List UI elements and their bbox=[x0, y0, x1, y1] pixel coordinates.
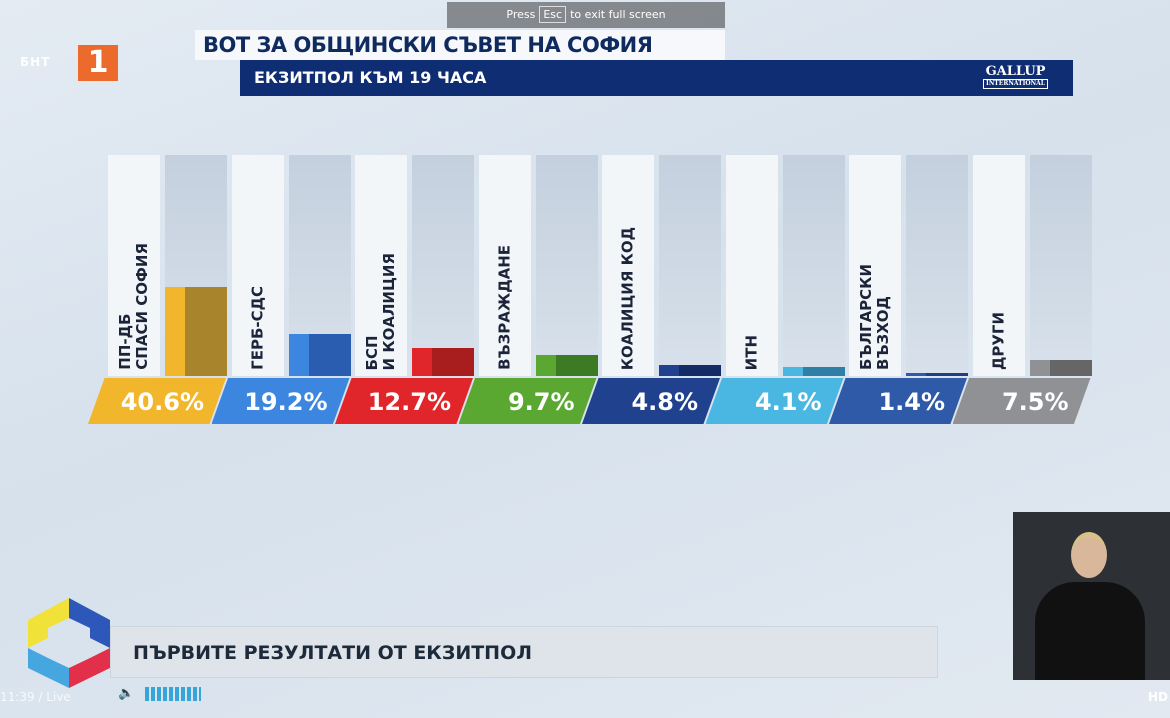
category-label-box: ИТН bbox=[725, 155, 778, 376]
value-label: 19.2% bbox=[211, 378, 350, 424]
category-label: ПП-ДБ СПАСИ СОФИЯ bbox=[116, 243, 151, 370]
bar bbox=[1029, 360, 1092, 376]
pollster-sub: INTERNATIONAL bbox=[983, 79, 1048, 89]
esc-key: Esc bbox=[539, 6, 567, 23]
bar-group: ДРУГИ 7.5% bbox=[952, 155, 1096, 425]
gallup-logo: GALLUP INTERNATIONAL bbox=[983, 65, 1048, 89]
category-label: БЪЛГАРСКИ ВЪЗХОД bbox=[857, 264, 892, 370]
notice-text: to exit full screen bbox=[570, 8, 666, 21]
volume-slider[interactable] bbox=[145, 687, 201, 701]
channel-name: БНТ bbox=[20, 55, 51, 69]
bar-track bbox=[535, 155, 598, 376]
value-label: 9.7% bbox=[458, 378, 597, 424]
value-label: 12.7% bbox=[335, 378, 473, 424]
bar bbox=[782, 367, 845, 376]
bar bbox=[165, 287, 227, 376]
tv-show-logo-icon bbox=[28, 598, 110, 688]
news-ticker: ПЪРВИТЕ РЕЗУЛТАТИ ОТ ЕКЗИТПОЛ bbox=[110, 626, 938, 678]
notice-press: Press bbox=[506, 8, 536, 21]
bar-track bbox=[412, 155, 474, 376]
chart-subtitle-bar: ЕКЗИТПОЛ КЪМ 19 ЧАСА GALLUP INTERNATIONAL bbox=[240, 60, 1073, 96]
bar bbox=[288, 334, 351, 376]
bar bbox=[412, 348, 474, 376]
category-label-box: ПП-ДБ СПАСИ СОФИЯ bbox=[108, 155, 160, 376]
sign-language-interpreter-video bbox=[1013, 512, 1170, 680]
chart-title: ВОТ ЗА ОБЩИНСКИ СЪВЕТ НА СОФИЯ bbox=[195, 30, 725, 60]
bar-track bbox=[659, 155, 721, 376]
bar-group: БЪЛГАРСКИ ВЪЗХОД 1.4% bbox=[829, 155, 972, 425]
category-label-box: ДРУГИ bbox=[972, 155, 1025, 376]
category-label-box: КОАЛИЦИЯ КОД bbox=[602, 155, 654, 376]
bar-group: КОАЛИЦИЯ КОД 4.8% bbox=[582, 155, 725, 425]
bar-track bbox=[782, 155, 845, 376]
bar-group: ПП-ДБ СПАСИ СОФИЯ 40.6% bbox=[88, 155, 231, 425]
fullscreen-notice: Press Esc to exit full screen bbox=[447, 2, 725, 28]
bar bbox=[535, 355, 598, 376]
category-label-box: ГЕРБ-СДС bbox=[231, 155, 284, 376]
bar-group: ГЕРБ-СДС 19.2% bbox=[211, 155, 355, 425]
volume-icon[interactable]: 🔈 bbox=[118, 686, 135, 701]
category-label: ДРУГИ bbox=[989, 311, 1007, 370]
value-label: 40.6% bbox=[88, 378, 226, 424]
value-label: 4.8% bbox=[582, 378, 720, 424]
bar-track bbox=[1029, 155, 1092, 376]
category-label-box: ВЪЗРАЖДАНЕ bbox=[478, 155, 531, 376]
player-time: 11:39 / Live bbox=[0, 690, 71, 704]
channel-logo: БНТ 1 bbox=[20, 45, 120, 81]
category-label: ВЪЗРАЖДАНЕ bbox=[495, 245, 513, 370]
category-label-box: БЪЛГАРСКИ ВЪЗХОД bbox=[849, 155, 901, 376]
chart-subtitle: ЕКЗИТПОЛ КЪМ 19 ЧАСА bbox=[254, 68, 487, 87]
category-label: БСП И КОАЛИЦИЯ bbox=[363, 252, 398, 370]
bar bbox=[659, 365, 721, 376]
bar bbox=[906, 373, 968, 376]
pollster-name: GALLUP bbox=[985, 64, 1046, 79]
value-label: 1.4% bbox=[829, 378, 967, 424]
bar-group: ВЪЗРАЖДАНЕ 9.7% bbox=[458, 155, 602, 425]
category-label: ИТН bbox=[742, 334, 760, 370]
category-label: КОАЛИЦИЯ КОД bbox=[618, 226, 637, 370]
value-label: 7.5% bbox=[952, 378, 1091, 424]
channel-number: 1 bbox=[78, 45, 118, 81]
bar-group: ИТН 4.1% bbox=[705, 155, 849, 425]
quality-button[interactable]: HD bbox=[1148, 690, 1169, 704]
bar-track bbox=[906, 155, 968, 376]
category-label: ГЕРБ-СДС bbox=[248, 286, 266, 370]
value-label: 4.1% bbox=[705, 378, 844, 424]
category-label-box: БСП И КОАЛИЦИЯ bbox=[355, 155, 407, 376]
bar-group: БСП И КОАЛИЦИЯ 12.7% bbox=[335, 155, 478, 425]
